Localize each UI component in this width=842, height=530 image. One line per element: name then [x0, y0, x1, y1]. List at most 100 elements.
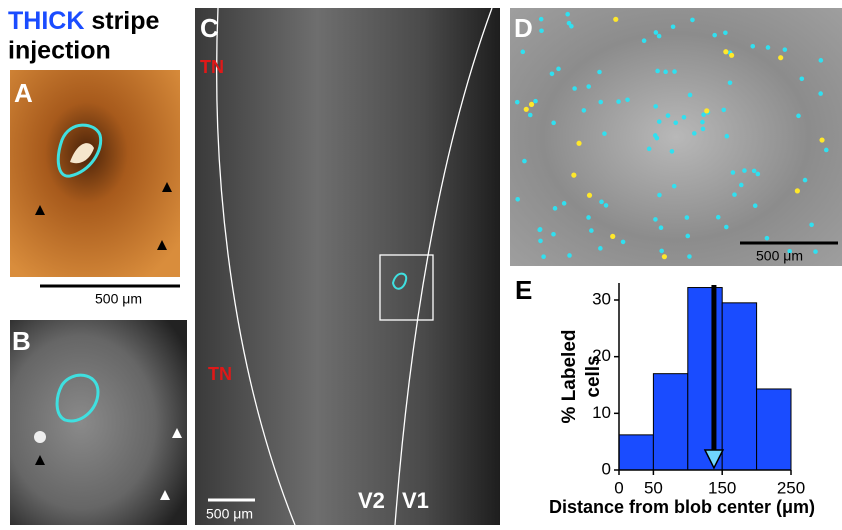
cyan-marker — [692, 131, 697, 136]
cyan-marker — [739, 183, 744, 188]
yellow-marker — [524, 107, 529, 112]
cyan-marker — [621, 240, 626, 245]
cyan-marker — [586, 215, 591, 220]
cyan-marker — [538, 239, 543, 244]
cyan-marker — [701, 112, 706, 117]
yellow-marker — [529, 102, 534, 107]
cyan-marker — [672, 184, 677, 189]
cyan-marker — [616, 99, 621, 104]
cyan-marker — [597, 70, 602, 75]
cyan-marker — [666, 113, 671, 118]
header-line1: THICK stripe — [8, 7, 160, 35]
cyan-marker — [657, 119, 662, 124]
yellow-marker — [704, 108, 709, 113]
cyan-marker — [582, 108, 587, 113]
yellow-marker — [819, 137, 824, 142]
cyan-marker — [653, 104, 658, 109]
cyan-marker — [553, 206, 558, 211]
y-tick-label: 0 — [602, 459, 611, 478]
yellow-marker — [610, 234, 615, 239]
scale-bar-label: 500 μm — [206, 506, 253, 522]
scale-bar-label: 500 μm — [95, 291, 142, 307]
y-tick-label: 30 — [592, 289, 611, 308]
yellow-marker — [778, 55, 783, 60]
cyan-marker — [572, 86, 577, 91]
bar — [653, 374, 687, 470]
cyan-marker — [562, 201, 567, 206]
cyan-marker — [731, 170, 736, 175]
cyan-marker — [701, 127, 706, 132]
cyan-marker — [537, 228, 542, 233]
y-tick-label: 10 — [592, 403, 611, 422]
cyan-marker — [687, 254, 692, 259]
scale-bar-label: 500 μm — [756, 248, 803, 264]
yellow-marker — [729, 53, 734, 58]
cyan-marker — [723, 30, 728, 35]
cyan-marker — [515, 100, 520, 105]
cyan-marker — [565, 12, 570, 17]
y-axis-label: cells — [583, 355, 604, 397]
panel-a-image — [10, 70, 180, 277]
cyan-marker — [653, 217, 658, 222]
cyan-marker — [800, 76, 805, 81]
cyan-marker — [753, 203, 758, 208]
cyan-marker — [602, 131, 607, 136]
header-rest: stripe — [91, 7, 159, 35]
cyan-marker — [752, 169, 757, 174]
cyan-marker — [598, 100, 603, 105]
cyan-marker — [625, 97, 630, 102]
cyan-marker — [700, 120, 705, 125]
cyan-marker — [725, 134, 730, 139]
cyan-marker — [819, 58, 824, 63]
yellow-marker — [613, 17, 618, 22]
y-axis-label: % Labeled — [559, 330, 580, 424]
cyan-marker — [685, 234, 690, 239]
cyan-marker — [716, 215, 721, 220]
cyan-marker — [682, 115, 687, 120]
bar — [688, 288, 722, 470]
cyan-marker — [796, 114, 801, 119]
cyan-marker — [642, 38, 647, 43]
cyan-marker — [721, 108, 726, 113]
cyan-marker — [685, 215, 690, 220]
yellow-marker — [571, 173, 576, 178]
panel-b-image — [10, 320, 187, 525]
cyan-marker — [728, 81, 733, 86]
cyan-marker — [742, 168, 747, 173]
tn-label: TN — [200, 57, 224, 77]
cyan-marker — [756, 172, 761, 177]
cyan-marker — [528, 113, 533, 118]
tn-label: TN — [208, 364, 232, 384]
x-axis-label: Distance from blob center (μm) — [549, 497, 815, 517]
cyan-marker — [604, 203, 609, 208]
header-highlight: THICK — [8, 7, 84, 35]
yellow-marker — [795, 188, 800, 193]
x-tick-label: 250 — [777, 478, 805, 497]
cyan-marker — [521, 50, 526, 55]
area-label: V1 — [402, 488, 429, 513]
cyan-marker — [670, 149, 675, 154]
panel-label: A — [14, 78, 33, 108]
figure: THICK stripe injection A 500 μm B C TN T… — [0, 0, 842, 525]
x-tick-label: 50 — [644, 478, 663, 497]
bar — [619, 435, 653, 470]
cyan-marker — [688, 93, 693, 98]
panel-d-image — [510, 8, 842, 266]
panel-label: E — [515, 275, 532, 305]
x-tick-label: 0 — [614, 478, 623, 497]
cyan-marker — [732, 192, 737, 197]
cyan-marker — [655, 69, 660, 74]
cyan-marker — [690, 18, 695, 23]
cyan-marker — [672, 69, 677, 74]
cyan-marker — [567, 21, 572, 26]
header-line2: injection — [8, 37, 111, 65]
cyan-marker — [522, 159, 527, 164]
cyan-marker — [813, 249, 818, 254]
cyan-marker — [659, 249, 664, 254]
yellow-marker — [587, 193, 592, 198]
cyan-marker — [750, 44, 755, 49]
panel-label: C — [200, 13, 219, 43]
cyan-marker — [586, 84, 591, 89]
bar — [757, 389, 791, 470]
